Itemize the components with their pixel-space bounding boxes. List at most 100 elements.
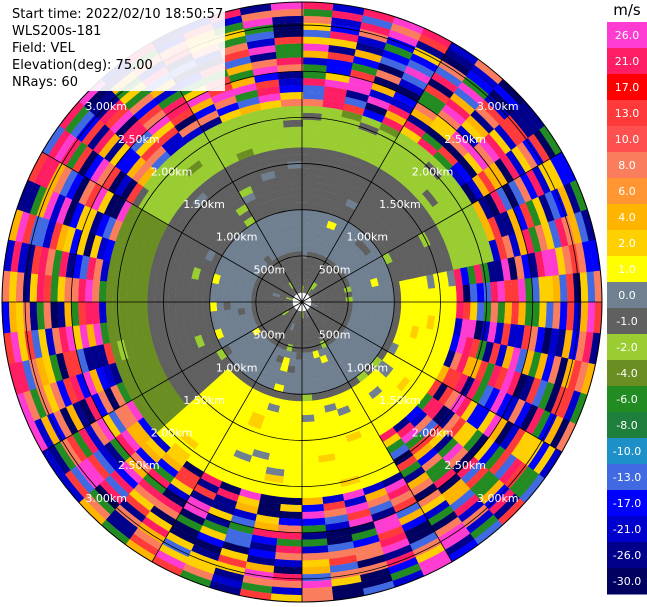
- velocity-gate: [429, 362, 444, 381]
- velocity-gate: [281, 341, 289, 351]
- velocity-gate: [521, 349, 535, 377]
- velocity-gate: [328, 44, 358, 57]
- velocity-gate: [279, 317, 287, 325]
- velocity-gate: [64, 275, 73, 302]
- velocity-gate: [198, 244, 211, 259]
- velocity-gate: [310, 281, 316, 289]
- velocity-gate: [107, 169, 128, 194]
- velocity-gate: [412, 277, 422, 291]
- velocity-gate: [249, 238, 261, 249]
- velocity-gate: [143, 333, 155, 352]
- velocity-gate: [579, 272, 589, 304]
- velocity-gate: [452, 494, 480, 518]
- velocity-gate: [244, 295, 252, 302]
- velocity-gate: [179, 353, 193, 370]
- velocity-gate: [282, 112, 303, 121]
- velocity-gate: [444, 483, 471, 507]
- colorbar-bin: [607, 100, 647, 127]
- velocity-gate: [301, 462, 320, 471]
- velocity-gate: [235, 203, 250, 217]
- velocity-gate: [400, 290, 409, 303]
- velocity-gate: [286, 435, 302, 443]
- velocity-gate: [277, 182, 291, 192]
- velocity-gate: [15, 300, 25, 332]
- velocity-gate: [574, 211, 590, 244]
- velocity-gate: [395, 376, 411, 393]
- velocity-gate: [27, 150, 49, 183]
- velocity-gate: [441, 103, 467, 127]
- velocity-gate: [104, 103, 131, 130]
- colorbar-bin: [607, 386, 647, 413]
- velocity-gate: [295, 244, 303, 252]
- velocity-gate: [398, 78, 426, 97]
- velocity-gate: [177, 465, 201, 485]
- velocity-gate: [379, 56, 409, 73]
- colorbar-tick-label: 17.0: [615, 81, 640, 94]
- velocity-gate: [581, 241, 594, 274]
- velocity-gate: [355, 249, 366, 261]
- velocity-gate: [301, 318, 305, 326]
- velocity-gate: [99, 321, 111, 345]
- velocity-gate: [58, 325, 70, 353]
- velocity-gate: [241, 161, 260, 174]
- velocity-gate: [291, 393, 302, 402]
- velocity-gate: [347, 399, 363, 413]
- velocity-gate: [275, 538, 302, 547]
- velocity-gate: [349, 148, 369, 162]
- velocity-gate: [447, 417, 467, 439]
- velocity-gate: [300, 538, 328, 547]
- colorbar-unit-label: m/s: [613, 1, 641, 19]
- velocity-gate: [301, 407, 314, 416]
- velocity-gate: [488, 128, 513, 156]
- velocity-gate: [271, 572, 302, 582]
- velocity-gate: [344, 96, 368, 110]
- velocity-gate: [301, 352, 309, 360]
- velocity-gate: [380, 226, 394, 241]
- velocity-gate: [98, 300, 107, 324]
- velocity-gate: [272, 360, 283, 371]
- velocity-gate: [367, 500, 394, 516]
- velocity-gate: [302, 161, 318, 169]
- velocity-gate: [302, 167, 317, 176]
- velocity-gate: [534, 224, 549, 253]
- velocity-gate: [185, 350, 199, 366]
- velocity-gate: [120, 119, 144, 143]
- velocity-gate: [183, 426, 203, 445]
- velocity-gate: [137, 189, 156, 211]
- velocity-gate: [266, 323, 275, 332]
- velocity-gate: [376, 318, 386, 329]
- velocity-gate: [527, 133, 551, 164]
- velocity-gate: [288, 281, 294, 289]
- velocity-gate: [302, 174, 316, 183]
- velocity-gate: [305, 338, 312, 346]
- velocity-gate: [341, 488, 365, 502]
- velocity-gate: [406, 384, 422, 402]
- velocity-gate: [286, 313, 293, 321]
- velocity-gate: [323, 306, 332, 312]
- velocity-gate: [373, 302, 381, 311]
- velocity-gate: [483, 282, 492, 303]
- velocity-gate: [165, 482, 191, 503]
- velocity-gate: [302, 237, 310, 245]
- velocity-gate: [338, 411, 354, 424]
- velocity-gate: [36, 300, 45, 330]
- velocity-gate: [33, 417, 55, 449]
- velocity-gate: [288, 237, 297, 246]
- velocity-gate: [42, 189, 61, 220]
- velocity-gate: [357, 35, 388, 51]
- velocity-gate: [372, 199, 388, 214]
- velocity-gate: [368, 204, 383, 219]
- velocity-gate: [351, 307, 360, 315]
- velocity-gate: [302, 181, 316, 190]
- velocity-gate: [371, 309, 381, 319]
- velocity-gate: [134, 266, 145, 286]
- velocity-gate: [319, 271, 327, 280]
- velocity-gate: [258, 292, 266, 299]
- velocity-gate: [185, 222, 200, 239]
- velocity-gate: [8, 300, 18, 333]
- velocity-gate: [580, 362, 596, 397]
- velocity-gate: [23, 181, 42, 214]
- velocity-gate: [377, 62, 406, 80]
- velocity-gate: [97, 444, 121, 471]
- velocity-gate: [382, 432, 402, 449]
